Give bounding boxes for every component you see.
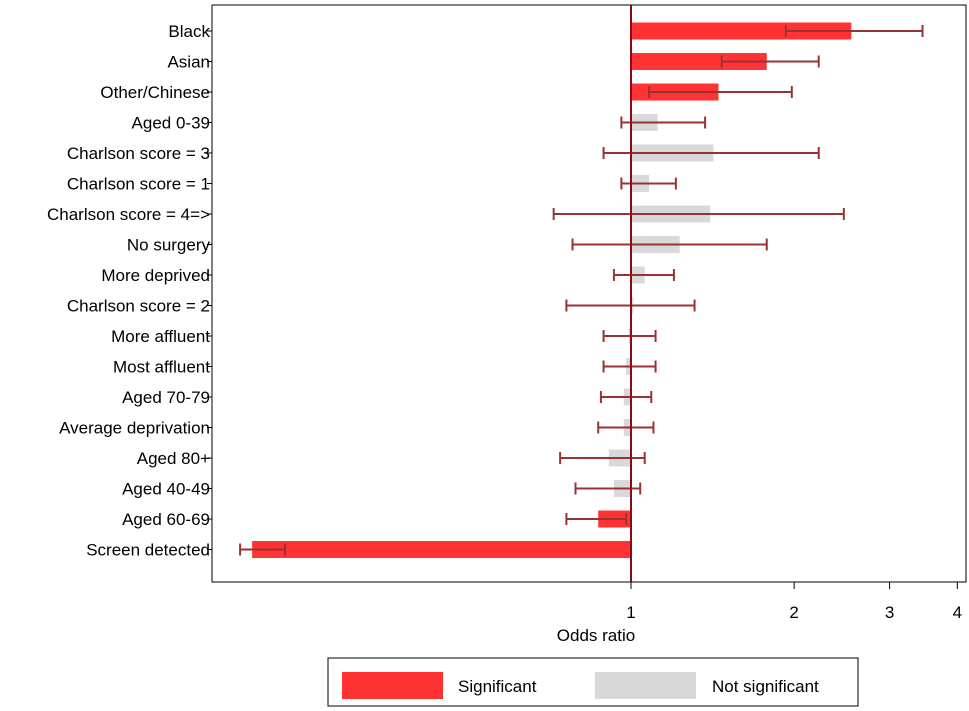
category-label-most-affluent: Most affluent [113,358,210,377]
category-label-aged-70-79: Aged 70-79 [122,388,210,407]
x-tick-label-4: 4 [953,603,962,622]
category-label-other-chinese: Other/Chinese [100,83,210,102]
category-label-average-deprivation: Average deprivation [59,419,210,438]
category-label-black: Black [168,22,210,41]
legend-label-not-significant: Not significant [712,677,819,696]
category-label-more-affluent: More affluent [111,327,210,346]
category-label-aged-40-49: Aged 40-49 [122,480,210,499]
category-label-asian: Asian [167,53,210,72]
legend: Significant Not significant [327,657,859,707]
x-axis: 1 2 3 4 [626,582,962,622]
bars-group [252,22,852,558]
category-label-aged-60-69: Aged 60-69 [122,510,210,529]
category-label-charlson-score-2: Charlson score = 2 [67,297,210,316]
plot-frame [211,4,967,583]
category-label-more-deprived: More deprived [101,266,210,285]
legend-swatch-significant [342,672,443,699]
x-tick-label-1: 1 [626,603,635,622]
bar-screen-detected [252,541,631,558]
category-label-screen-detected: Screen detected [86,541,210,560]
x-tick-label-3: 3 [885,603,894,622]
category-label-aged-80: Aged 80+ [137,449,210,468]
bar-asian [631,53,767,70]
category-labels-group: Black Asian Other/Chinese Aged 0-39 Charlson… [47,22,212,560]
legend-label-significant: Significant [458,677,537,696]
legend-swatch-not-significant [595,672,696,699]
x-axis-title: Odds ratio [557,626,635,645]
category-label-aged-0-39: Aged 0-39 [132,114,210,133]
category-label-charlson-score-1: Charlson score = 1 [67,175,210,194]
x-tick-label-2: 2 [789,603,798,622]
category-label-charlson-score-3: Charlson score = 3 [67,144,210,163]
category-label-no-surgery: No surgery [127,236,211,255]
bar-black [631,22,852,40]
error-bars-group [239,25,924,556]
category-label-charlson-score-4: Charlson score = 4=> [47,205,210,224]
